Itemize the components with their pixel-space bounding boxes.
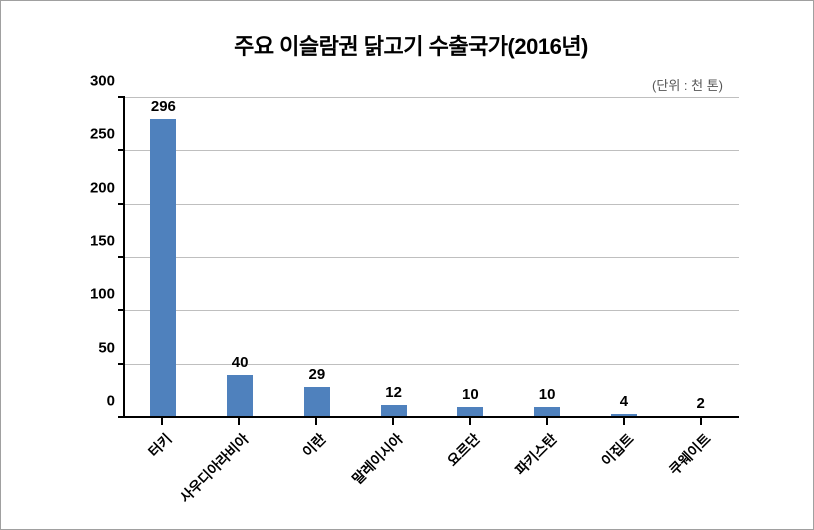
bar-value-label: 40 — [232, 354, 249, 371]
x-tick-mark-cell — [662, 418, 739, 425]
bar-value-label: 12 — [385, 384, 402, 401]
x-label-cell: 파키스탄 — [508, 425, 585, 515]
x-label-cell: 쿠웨이트 — [662, 425, 739, 515]
bar — [150, 119, 176, 418]
bar-value-label: 10 — [462, 386, 479, 403]
x-tick-mark-cell — [123, 418, 200, 425]
x-tick-mark — [546, 418, 548, 425]
x-tick-mark — [700, 418, 702, 425]
bar-slot: 4 — [586, 98, 663, 418]
y-tick-mark — [118, 203, 125, 205]
x-tick-mark — [392, 418, 394, 425]
bar-chart: 주요 이슬람권 닭고기 수출국가(2016년) (단위 : 천 톤) 0 50 10… — [71, 29, 751, 499]
x-tick-mark-cell — [585, 418, 662, 425]
y-tick-label: 300 — [90, 73, 115, 90]
x-tick-mark-cell — [431, 418, 508, 425]
x-tick-mark-cell — [354, 418, 431, 425]
y-tick-mark — [118, 416, 125, 418]
x-axis-label: 요르단 — [442, 429, 483, 470]
x-axis-label: 이란 — [297, 429, 329, 461]
chart-title: 주요 이슬람권 닭고기 수출국가(2016년) — [71, 29, 751, 61]
x-axis-label: 파키스탄 — [510, 429, 561, 480]
x-tick-marks — [123, 418, 739, 425]
bars-container: 296 40 29 12 10 10 4 2 — [125, 98, 739, 418]
bar-value-label: 29 — [309, 366, 326, 383]
bar-slot: 2 — [662, 98, 739, 418]
x-label-cell: 이집트 — [585, 425, 662, 515]
x-tick-mark-cell — [277, 418, 354, 425]
unit-label: (단위 : 천 톤) — [71, 75, 751, 94]
x-label-cell: 요르단 — [431, 425, 508, 515]
y-tick-mark — [118, 309, 125, 311]
bar-slot: 10 — [509, 98, 586, 418]
bar — [304, 387, 330, 418]
x-axis-label: 이집트 — [596, 429, 637, 470]
x-tick-mark — [623, 418, 625, 425]
bar-value-label: 10 — [539, 386, 556, 403]
plot-area: 050100150200250300 296402912101042 — [123, 98, 739, 418]
y-tick-label: 200 — [90, 179, 115, 196]
bar-value-label: 296 — [151, 98, 176, 115]
x-tick-mark-cell — [200, 418, 277, 425]
y-tick-label: 0 — [107, 393, 115, 410]
y-tick-mark — [118, 256, 125, 258]
bar-value-label: 2 — [696, 395, 704, 412]
x-tick-mark — [315, 418, 317, 425]
x-axis-line — [125, 416, 739, 418]
x-label-cell: 사우디아라비아 — [200, 425, 277, 515]
bar-slot: 29 — [279, 98, 356, 418]
x-axis-label: 쿠웨이트 — [664, 429, 715, 480]
x-tick-mark — [161, 418, 163, 425]
y-tick-label: 100 — [90, 286, 115, 303]
y-tick-mark — [118, 96, 125, 98]
bar-slot: 12 — [355, 98, 432, 418]
x-label-cell: 이란 — [277, 425, 354, 515]
bar-slot: 40 — [202, 98, 279, 418]
y-tick-mark — [118, 149, 125, 151]
y-tick-mark — [118, 363, 125, 365]
x-tick-mark — [238, 418, 240, 425]
x-label-cell: 말레이시아 — [354, 425, 431, 515]
x-axis-label: 말레이시아 — [347, 429, 407, 489]
x-tick-mark — [469, 418, 471, 425]
bar-slot: 10 — [432, 98, 509, 418]
bar-slot: 296 — [125, 98, 202, 418]
x-axis-label: 터키 — [143, 429, 175, 461]
bar-value-label: 4 — [620, 393, 628, 410]
chart-frame: 주요 이슬람권 닭고기 수출국가(2016년) (단위 : 천 톤) 0 50 10… — [0, 0, 814, 530]
y-tick-label: 50 — [98, 339, 115, 356]
bar — [227, 375, 253, 418]
y-tick-label: 150 — [90, 233, 115, 250]
x-axis-labels: 터키 사우디아라비아 이란 말레이시아 요르단 파키스탄 이집트 쿠웨이트 — [123, 425, 739, 515]
x-tick-mark-cell — [508, 418, 585, 425]
y-tick-label: 250 — [90, 126, 115, 143]
